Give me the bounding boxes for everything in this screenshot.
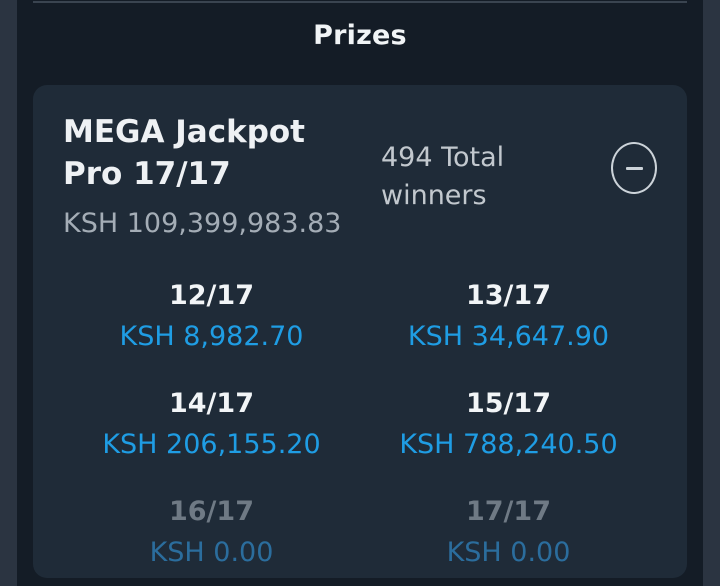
tier-amount: KSH 0.00 bbox=[446, 537, 571, 568]
prize-tier: 17/17 KSH 0.00 bbox=[360, 494, 657, 571]
prize-tier: 12/17 KSH 8,982.70 bbox=[63, 278, 360, 355]
prize-tier-grid: 12/17 KSH 8,982.70 13/17 KSH 34,647.90 1… bbox=[63, 278, 657, 571]
total-winners-label: 494 Total winners bbox=[381, 142, 505, 211]
prize-tier: 15/17 KSH 788,240.50 bbox=[360, 386, 657, 463]
jackpot-title: MEGA Jackpot Pro 17/17 bbox=[63, 114, 306, 192]
tier-amount: KSH 788,240.50 bbox=[399, 429, 618, 460]
jackpot-total-amount: KSH 109,399,983.83 bbox=[63, 208, 342, 239]
prize-tier: 13/17 KSH 34,647.90 bbox=[360, 278, 657, 355]
tier-label: 13/17 bbox=[465, 280, 551, 311]
jackpot-card-header: MEGA Jackpot Pro 17/17 KSH 109,399,983.8… bbox=[63, 111, 657, 242]
tier-amount: KSH 206,155.20 bbox=[102, 429, 321, 460]
prize-tier: 14/17 KSH 206,155.20 bbox=[63, 386, 360, 463]
tier-label: 15/17 bbox=[465, 388, 551, 419]
prizes-page: Prizes MEGA Jackpot Pro 17/17 KSH 109,39… bbox=[17, 0, 703, 586]
tier-amount: KSH 34,647.90 bbox=[407, 321, 610, 352]
page-title: Prizes bbox=[313, 20, 407, 51]
minus-icon bbox=[625, 166, 643, 170]
tier-amount: KSH 0.00 bbox=[149, 537, 274, 568]
jackpot-prize-card: MEGA Jackpot Pro 17/17 KSH 109,399,983.8… bbox=[33, 85, 687, 578]
jackpot-title-block: MEGA Jackpot Pro 17/17 KSH 109,399,983.8… bbox=[63, 111, 363, 242]
tier-label: 17/17 bbox=[465, 496, 551, 527]
tier-label: 14/17 bbox=[168, 388, 254, 419]
tier-label: 12/17 bbox=[168, 280, 254, 311]
prize-tier: 16/17 KSH 0.00 bbox=[63, 494, 360, 571]
collapse-button[interactable] bbox=[611, 142, 657, 194]
top-divider bbox=[33, 1, 687, 3]
tier-amount: KSH 8,982.70 bbox=[119, 321, 304, 352]
tier-label: 16/17 bbox=[168, 496, 254, 527]
